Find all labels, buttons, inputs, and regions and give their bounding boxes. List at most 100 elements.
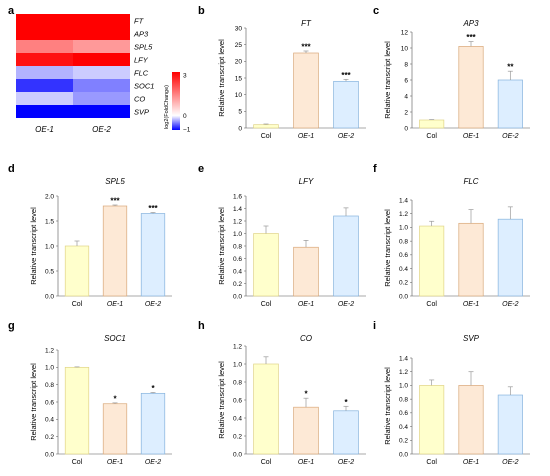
panel-letter: b — [198, 5, 205, 17]
significance-label: *** — [341, 71, 351, 80]
significance-label: *** — [301, 43, 311, 52]
x-tick-label: OE-1 — [298, 459, 314, 466]
heatmap-cell — [73, 14, 130, 27]
x-tick-label: Col — [72, 459, 83, 466]
significance-label: * — [344, 398, 348, 407]
y-tick-label: 1.2 — [233, 218, 242, 225]
chart-title: LFY — [299, 177, 314, 186]
y-tick-label: 2 — [404, 109, 408, 116]
heatmap-row-label: FT — [134, 17, 145, 26]
x-tick-label: OE-1 — [463, 133, 479, 140]
bar — [333, 215, 359, 297]
bar-chart-panel: d SPL5 0.0 0.5 1.0 1.5 2.0 Relative transcript … — [8, 163, 172, 308]
y-tick-label: 1.0 — [233, 361, 242, 368]
x-tick-label: OE-2 — [145, 459, 161, 466]
heatmap-cell — [73, 53, 130, 66]
significance-label: *** — [110, 197, 120, 206]
y-tick-label: 0.6 — [399, 410, 408, 417]
x-tick-label: Col — [261, 301, 272, 308]
panel-letter: f — [373, 163, 377, 175]
chart-title: CO — [300, 334, 312, 343]
y-tick-label: 1.0 — [399, 225, 408, 232]
colorbar-tick-label: 3 — [183, 73, 187, 80]
bar — [64, 245, 90, 297]
heatmap-row-label: AP3 — [133, 30, 149, 39]
bar — [458, 222, 484, 297]
y-tick-label: 0.6 — [233, 256, 242, 263]
colorbar-tick-label: −1 — [183, 127, 191, 134]
heatmap-cell — [16, 66, 73, 79]
panel-letter: e — [198, 163, 204, 175]
y-tick-label: 20 — [235, 59, 243, 66]
heatmap-cell — [73, 66, 130, 79]
y-tick-label: 4 — [404, 93, 408, 100]
panel-letter: c — [373, 5, 379, 17]
chart-title: FLC — [463, 177, 478, 186]
significance-label: *** — [148, 204, 158, 213]
bar — [140, 392, 166, 455]
bar — [333, 410, 359, 455]
y-tick-label: 0.0 — [45, 293, 54, 300]
y-tick-label: 5 — [238, 109, 242, 116]
y-tick-label: 10 — [235, 92, 243, 99]
significance-label: ** — [507, 63, 514, 72]
y-tick-label: 0.2 — [399, 280, 408, 287]
panel-letter: d — [8, 163, 15, 175]
y-tick-label: 0.8 — [399, 238, 408, 245]
y-tick-label: 0.0 — [399, 451, 408, 458]
y-tick-label: 0.0 — [399, 293, 408, 300]
x-tick-label: OE-2 — [502, 301, 518, 308]
y-tick-label: 10 — [401, 45, 409, 52]
y-tick-label: 0.4 — [45, 417, 54, 424]
bar — [458, 385, 484, 455]
y-axis-label: Relative transcript level — [217, 207, 226, 285]
y-axis-label: Relative transcript level — [383, 367, 392, 445]
bar — [458, 46, 484, 129]
bar-chart-panel: b FT 0 5 10 15 20 25 30 Relative transcript level… — [198, 5, 366, 140]
bar — [64, 366, 90, 455]
bar — [293, 52, 319, 129]
panel-letter: h — [198, 320, 205, 332]
panel-letter: a — [8, 5, 15, 17]
bar-chart-panel: e LFY 0.0 0.2 0.4 0.6 0.8 1.0 1.2 1.4 1.6 Relative … — [198, 163, 366, 308]
y-tick-label: 0.0 — [233, 293, 242, 300]
bar-chart-panel: g SOC1 0.0 0.2 0.4 0.6 0.8 1.0 1.2 Relative trans… — [8, 320, 172, 466]
bar-chart-panel: f FLC 0.0 0.2 0.4 0.6 0.8 1.0 1.2 1.4 Relative tra… — [373, 163, 530, 308]
x-tick-label: Col — [426, 301, 437, 308]
y-tick-label: 0.0 — [45, 451, 54, 458]
y-tick-label: 1.6 — [233, 193, 242, 200]
chart-title: AP3 — [462, 19, 479, 28]
x-tick-label: OE-1 — [298, 133, 314, 140]
significance-label: * — [113, 394, 117, 403]
bar — [333, 80, 359, 129]
y-tick-label: 0.2 — [399, 438, 408, 445]
x-tick-label: OE-1 — [463, 301, 479, 308]
y-tick-label: 0.8 — [399, 396, 408, 403]
y-tick-label: 1.0 — [45, 243, 54, 250]
significance-label: *** — [466, 33, 476, 42]
x-tick-label: Col — [426, 459, 437, 466]
y-tick-label: 0.6 — [45, 399, 54, 406]
y-tick-label: 2.0 — [45, 193, 54, 200]
colorbar — [172, 72, 180, 130]
x-tick-label: OE-2 — [145, 301, 161, 308]
heatmap-cell — [16, 14, 73, 27]
chart-title: SPL5 — [105, 177, 125, 186]
panel-letter: g — [8, 320, 15, 332]
y-tick-label: 0.8 — [233, 243, 242, 250]
y-tick-label: 0.4 — [233, 268, 242, 275]
y-tick-label: 0.2 — [233, 433, 242, 440]
x-tick-label: Col — [261, 133, 272, 140]
y-axis-label: Relative transcript level — [29, 363, 38, 441]
x-tick-label: Col — [72, 301, 83, 308]
bar — [419, 385, 445, 455]
y-tick-label: 25 — [235, 42, 243, 49]
x-tick-label: Col — [426, 133, 437, 140]
significance-label: * — [304, 390, 308, 399]
y-tick-label: 1.2 — [233, 343, 242, 350]
x-tick-label: OE-1 — [463, 459, 479, 466]
heatmap-cell — [73, 27, 130, 40]
y-tick-label: 30 — [235, 25, 243, 32]
bar — [293, 406, 319, 455]
